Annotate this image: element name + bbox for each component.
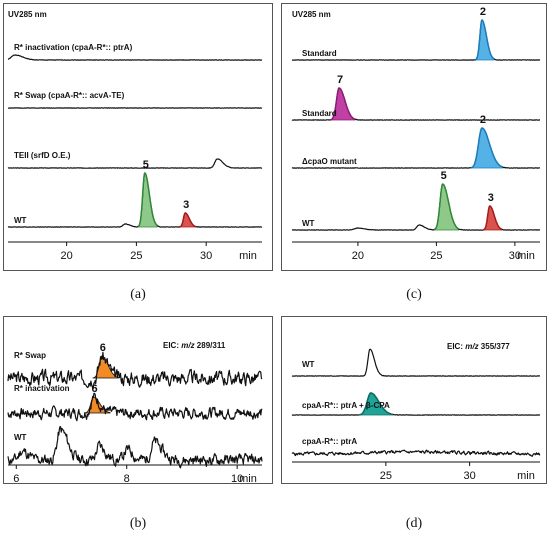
peak-label: 3 bbox=[183, 199, 189, 211]
panel-b-frame bbox=[3, 316, 273, 484]
trace-line bbox=[7, 172, 263, 228]
peak-label: 7 bbox=[337, 74, 343, 86]
x-tick-label: 10 bbox=[231, 473, 243, 485]
x-tick-label: 20 bbox=[60, 250, 72, 262]
trace-line bbox=[7, 392, 263, 422]
chart-header: UV285 nm bbox=[292, 10, 331, 19]
chart-header: EIC: m/z 289/311 bbox=[163, 341, 226, 350]
chart-header: EIC: m/z 355/377 bbox=[447, 342, 510, 351]
trace-line bbox=[7, 158, 263, 169]
peak-outline bbox=[475, 19, 495, 61]
trace-line bbox=[291, 183, 541, 231]
trace-label: Standard bbox=[302, 49, 337, 58]
trace-label: R* Swap (cpaA-R*:: acvA-TE) bbox=[14, 91, 125, 100]
trace-label: cpaA-R*:: ptrA + β-CPA bbox=[302, 401, 390, 410]
trace-label: WT bbox=[302, 360, 315, 369]
trace-label: WT bbox=[14, 433, 27, 442]
peak-outline bbox=[358, 392, 394, 416]
chart-header-part: 289/311 bbox=[195, 341, 226, 350]
peak-outline bbox=[433, 183, 460, 231]
panel-a: UV285 nm 20 25 30 min R* inactivation (cpaA-R… bbox=[7, 10, 263, 262]
trace-label: TEII (srfD O.E.) bbox=[14, 151, 71, 160]
x-tick-label: 25 bbox=[430, 250, 442, 262]
x-axis-unit: min bbox=[239, 250, 257, 262]
peak-outline bbox=[137, 172, 158, 228]
trace-label: R* inactivation bbox=[14, 384, 70, 393]
x-axis-unit: min bbox=[517, 250, 535, 262]
peak-outline bbox=[470, 127, 503, 169]
x-tick-label: 20 bbox=[352, 250, 364, 262]
peak-label: 5 bbox=[441, 170, 447, 182]
panel-d-caption: (d) bbox=[406, 516, 423, 531]
peak-label: 6 bbox=[100, 342, 106, 354]
x-axis-unit: min bbox=[517, 470, 535, 482]
panel-d-frame bbox=[281, 316, 547, 484]
trace-line bbox=[291, 392, 541, 416]
peak-outline bbox=[330, 87, 356, 121]
x-tick-label: 25 bbox=[380, 470, 392, 482]
trace-line bbox=[7, 54, 263, 61]
trace-label: R* inactivation (cpaA-R*:: ptrA) bbox=[14, 43, 133, 52]
trace-line bbox=[7, 426, 263, 469]
x-tick-label: 30 bbox=[463, 470, 475, 482]
trace-label: WT bbox=[14, 216, 27, 225]
peak-label: 2 bbox=[480, 114, 486, 126]
chart-header-part: m/z bbox=[465, 342, 478, 351]
peak-label: 2 bbox=[480, 6, 486, 18]
trace-line bbox=[291, 19, 541, 61]
panel-c-caption: (c) bbox=[406, 287, 422, 302]
chart-header-part: EIC: bbox=[447, 342, 465, 351]
chart-header-part: 355/377 bbox=[479, 342, 511, 351]
panel-c-frame bbox=[281, 3, 547, 271]
trace-label: WT bbox=[302, 219, 315, 228]
panel-a-caption: (a) bbox=[130, 287, 146, 302]
peak-label: 6 bbox=[92, 383, 98, 395]
chart-header-part: EIC: bbox=[163, 341, 181, 350]
panel-a-frame bbox=[3, 3, 273, 271]
x-tick-label: 8 bbox=[124, 473, 130, 485]
trace-label: Standard bbox=[302, 109, 337, 118]
trace-line bbox=[7, 351, 263, 389]
x-tick-label: 25 bbox=[130, 250, 142, 262]
x-tick-label: 30 bbox=[509, 250, 521, 262]
peak-label: 5 bbox=[143, 159, 149, 171]
chart-header: UV285 nm bbox=[8, 10, 47, 19]
peak-outline bbox=[482, 205, 503, 231]
peak-outline bbox=[179, 212, 197, 228]
trace-label: cpaA-R*:: ptrA bbox=[302, 437, 357, 446]
x-tick-label: 30 bbox=[200, 250, 212, 262]
peak-label: 3 bbox=[488, 192, 494, 204]
x-tick-label: 6 bbox=[13, 473, 19, 485]
trace-line bbox=[291, 348, 541, 377]
x-axis-unit: min bbox=[239, 473, 257, 485]
trace-label: R* Swap bbox=[14, 351, 46, 360]
trace-line bbox=[291, 449, 541, 457]
chart-header-part: m/z bbox=[181, 341, 194, 350]
trace-label: ΔcpaO mutant bbox=[302, 157, 357, 166]
panel-b-caption: (b) bbox=[130, 516, 147, 531]
